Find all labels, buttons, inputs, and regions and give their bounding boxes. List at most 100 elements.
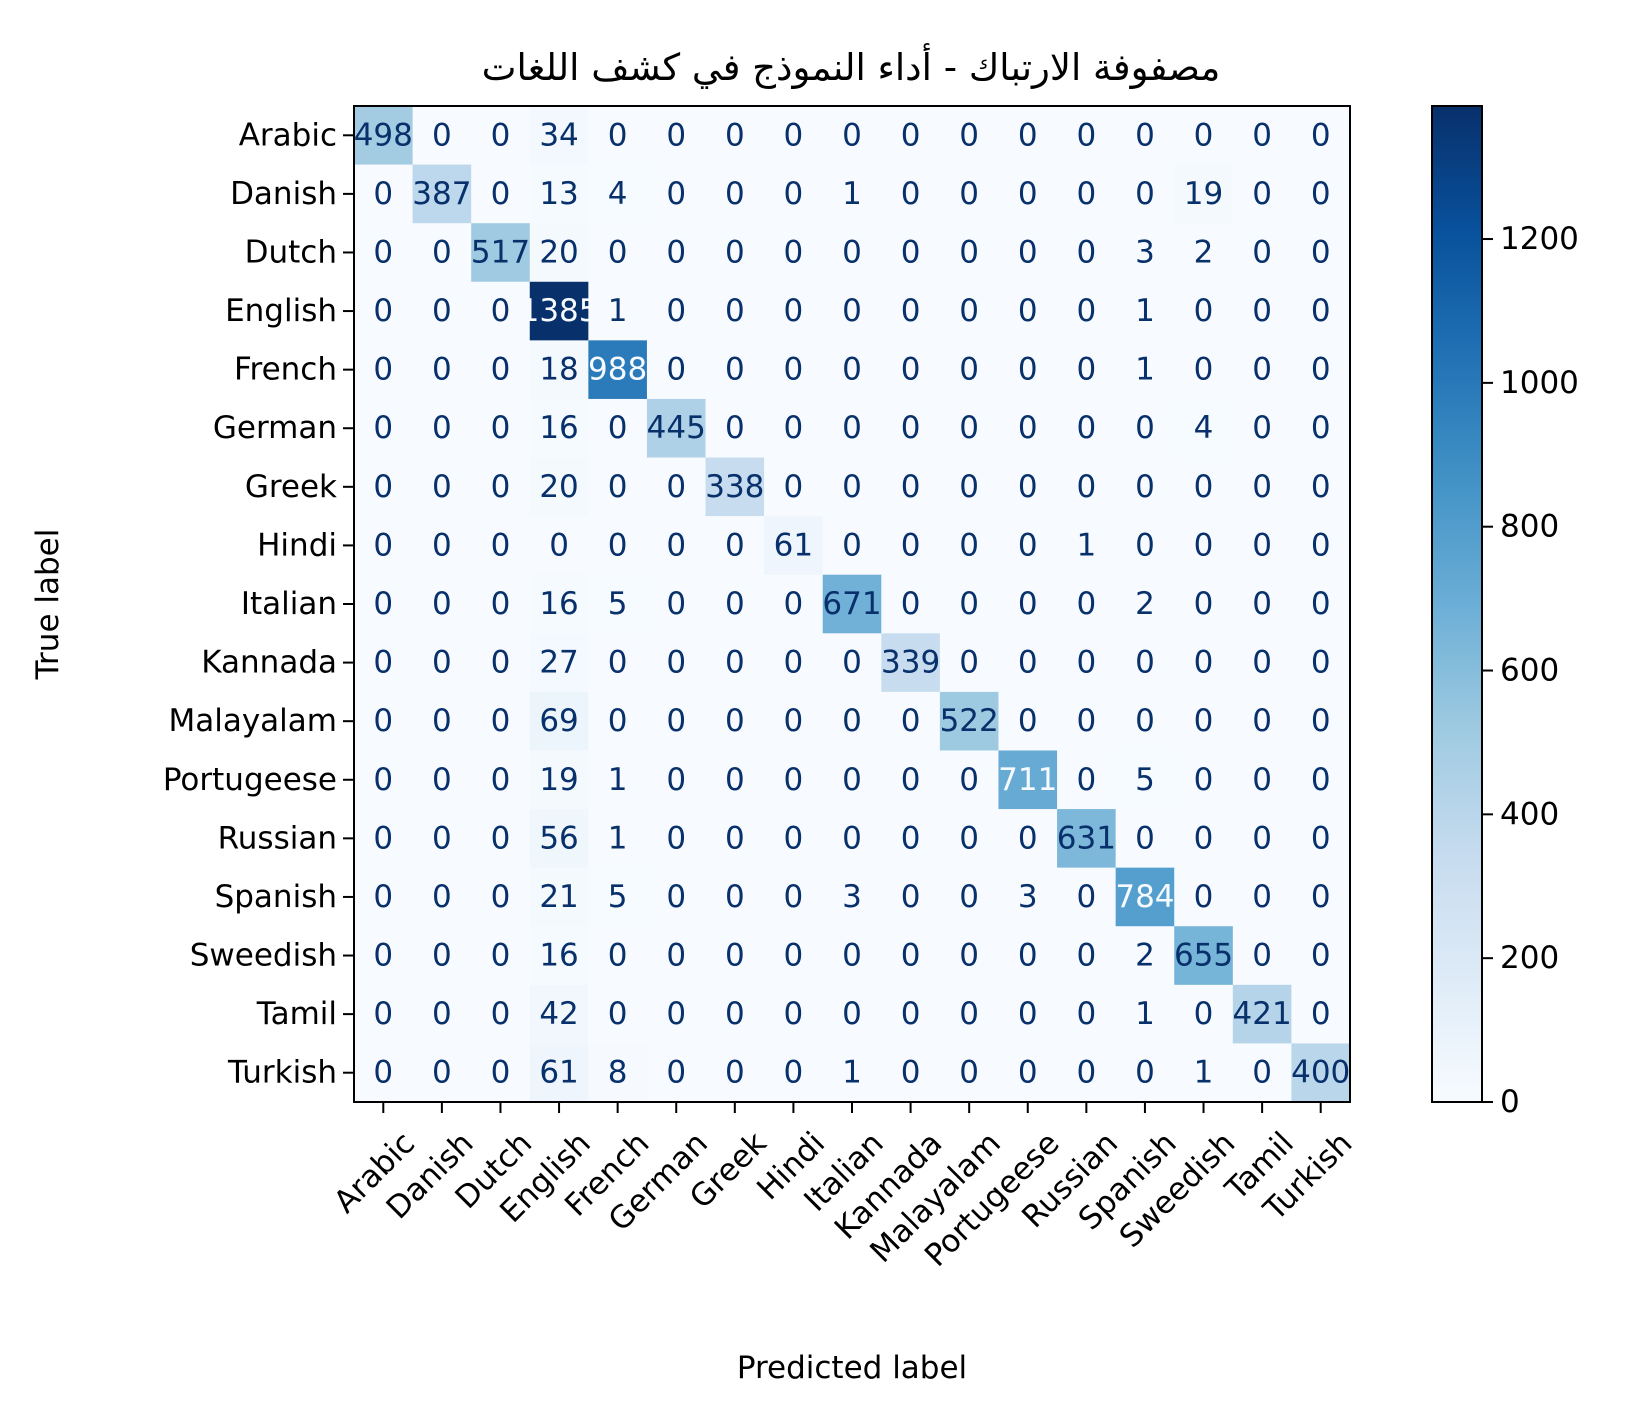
heatmap-cell — [1057, 164, 1117, 224]
cell-value: 0 — [1018, 234, 1038, 270]
cell-value: 0 — [491, 352, 511, 388]
cell-value: 0 — [959, 352, 979, 388]
cell-value: 0 — [491, 1055, 511, 1091]
cell-value: 0 — [725, 293, 745, 329]
heatmap-cell — [412, 750, 472, 810]
cell-value: 0 — [491, 645, 511, 681]
heatmap-cell — [881, 223, 941, 283]
heatmap-cell — [939, 984, 999, 1044]
cell-value: 0 — [1076, 234, 1096, 270]
cell-value: 0 — [959, 117, 979, 153]
cell-value: 0 — [1311, 410, 1331, 446]
heatmap-cell — [822, 223, 882, 283]
heatmap-cell — [529, 574, 589, 634]
heatmap-cell — [412, 809, 472, 869]
cell-value: 0 — [1018, 352, 1038, 388]
cell-value: 0 — [784, 645, 804, 681]
heatmap-cell — [939, 340, 999, 400]
cell-value: 0 — [1135, 820, 1155, 856]
cell-value: 0 — [784, 410, 804, 446]
heatmap-cell — [471, 633, 531, 693]
heatmap-cell — [1291, 457, 1351, 517]
cell-value: 0 — [491, 176, 511, 212]
heatmap-cell — [939, 106, 999, 166]
cell-value: 3 — [842, 879, 862, 915]
cell-value: 711 — [998, 762, 1057, 798]
heatmap-cell — [764, 809, 824, 869]
cell-value: 0 — [725, 176, 745, 212]
y-tick-label: Danish — [230, 176, 337, 212]
cell-value: 0 — [1311, 527, 1331, 563]
cell-value: 0 — [959, 1055, 979, 1091]
cell-value: 1 — [1135, 996, 1155, 1032]
cell-value: 0 — [1252, 938, 1272, 974]
cell-value: 387 — [412, 176, 471, 212]
heatmap-cell — [1291, 1043, 1351, 1103]
cell-value: 0 — [842, 762, 862, 798]
heatmap-cell — [764, 926, 824, 986]
cell-value: 1 — [1194, 1055, 1214, 1091]
heatmap-cell — [529, 1043, 589, 1103]
cell-value: 0 — [1018, 527, 1038, 563]
heatmap-cell — [471, 809, 531, 869]
heatmap-cell — [822, 398, 882, 459]
heatmap-cell — [998, 398, 1058, 459]
heatmap-cell — [705, 164, 765, 224]
cell-value: 0 — [842, 645, 862, 681]
heatmap-cell — [1057, 281, 1117, 341]
cell-value: 0 — [842, 527, 862, 563]
heatmap-cell — [471, 867, 531, 927]
heatmap-cell — [1115, 633, 1175, 693]
heatmap-cell — [471, 516, 531, 576]
cell-value: 0 — [842, 938, 862, 974]
cell-value: 0 — [608, 527, 628, 563]
heatmap-cell — [1232, 750, 1292, 810]
cell-value: 19 — [539, 762, 578, 798]
cell-value: 631 — [1057, 820, 1116, 856]
cell-value: 1 — [1135, 293, 1155, 329]
cell-value: 0 — [432, 820, 452, 856]
cell-value: 0 — [1252, 1055, 1272, 1091]
heatmap-cell — [1291, 106, 1351, 166]
cell-value: 0 — [491, 469, 511, 505]
cell-value: 0 — [491, 117, 511, 153]
cell-value: 0 — [1018, 820, 1038, 856]
cell-value: 0 — [1194, 586, 1214, 622]
heatmap-cell — [412, 340, 472, 400]
y-tick-label: Turkish — [227, 1055, 337, 1091]
cell-value: 0 — [959, 469, 979, 505]
cell-value: 0 — [666, 469, 686, 505]
cell-value: 0 — [1018, 996, 1038, 1032]
cell-value: 0 — [1076, 762, 1096, 798]
heatmap-cell — [354, 340, 414, 400]
heatmap-cell — [705, 223, 765, 283]
heatmap-cell — [588, 164, 648, 224]
heatmap-cell — [529, 223, 589, 283]
cell-value: 0 — [666, 996, 686, 1032]
cell-value: 0 — [959, 176, 979, 212]
heatmap-cell — [529, 691, 589, 751]
heatmap-cell — [354, 106, 414, 166]
heatmap-cell — [998, 867, 1058, 927]
heatmap-cell — [1115, 516, 1175, 576]
heatmap-cells — [354, 106, 1351, 1103]
heatmap-cell — [1057, 867, 1117, 927]
x-axis-ticks: ArabicDanishDutchEnglishFrenchGermanGree… — [327, 1102, 1359, 1274]
heatmap-cell — [1057, 809, 1117, 869]
heatmap-cell — [354, 867, 414, 927]
cell-value: 0 — [1311, 820, 1331, 856]
cell-value: 0 — [1018, 938, 1038, 974]
cell-value: 0 — [725, 586, 745, 622]
cell-value: 0 — [373, 820, 393, 856]
y-tick-label: French — [234, 352, 337, 388]
cell-value: 522 — [940, 703, 999, 739]
heatmap-cell — [588, 106, 648, 166]
cell-value: 445 — [647, 410, 706, 446]
cell-value: 0 — [1076, 1055, 1096, 1091]
heatmap-cell — [998, 809, 1058, 869]
heatmap-cell — [412, 1043, 472, 1103]
heatmap-cell — [412, 398, 472, 459]
cell-value: 0 — [373, 176, 393, 212]
cell-value: 0 — [784, 117, 804, 153]
cell-value: 1 — [842, 1055, 862, 1091]
